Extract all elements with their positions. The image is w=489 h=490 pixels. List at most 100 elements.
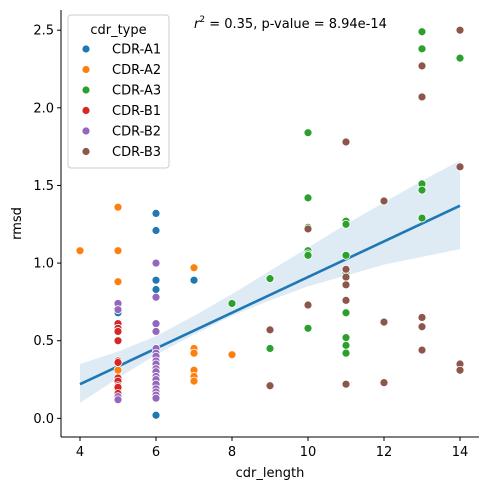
x-tick-label: 8 [228,445,236,460]
r-squared-annotation: r2 = 0.35, p-value = 8.94e-14 [194,15,387,32]
y-tick-label: 0.0 [33,412,54,427]
data-point [341,272,351,282]
data-point [341,348,351,358]
data-point [151,292,161,302]
data-point [379,196,389,206]
y-ticks: 0.0 0.5 1.0 1.5 2.0 2.5 [33,24,61,427]
data-point [113,277,123,287]
data-point [303,224,313,234]
y-tick-label: 1.5 [33,179,54,194]
data-point [75,246,85,256]
data-point [189,376,199,386]
data-point [151,226,161,235]
data-point [379,378,389,388]
r-exponent: 2 [199,15,205,25]
data-point [341,333,351,343]
legend-label: CDR-B1 [112,104,161,119]
data-point [113,358,123,367]
data-point [113,327,123,336]
x-tick-label: 12 [376,445,393,460]
data-point [379,317,389,327]
data-point [417,345,427,355]
legend-items: CDR-A1 CDR-A2 CDR-A3 CDR-B1 CDR-B2 CDR-B3 [81,43,161,160]
data-point [265,325,275,335]
data-point [151,319,161,329]
annotation-text: = 0.35, p-value = 8.94e-14 [205,17,387,32]
x-tick-label: 10 [300,445,317,460]
y-tick-label: 1.0 [33,257,54,272]
data-point [189,348,199,358]
data-point [341,264,351,274]
legend-label: CDR-A1 [112,43,161,58]
data-point [227,299,237,308]
y-tick-label: 2.0 [33,101,54,116]
data-point [341,219,351,229]
data-point [341,250,351,260]
data-point [151,258,161,268]
x-tick-label: 6 [152,445,160,460]
data-point [113,202,123,212]
data-point [303,323,313,333]
data-point [151,393,161,403]
data-point [341,340,351,350]
data-point [455,162,465,172]
legend-marker [81,106,91,115]
data-point [341,137,351,147]
legend-marker [81,126,91,136]
data-point [417,185,427,195]
data-point [113,365,123,375]
data-point [455,25,465,35]
points-layer [75,25,465,420]
data-point [417,213,427,223]
legend-label: CDR-B3 [112,145,161,160]
regression-line-layer [79,204,461,386]
legend-label: CDR-B2 [112,125,161,140]
legend-title: cdr_type [90,23,146,38]
data-point [455,53,465,63]
x-axis-label: cdr_length [236,466,305,481]
data-point [113,305,123,315]
legend-marker [81,44,91,54]
x-tick-label: 14 [452,445,469,460]
data-point [265,381,275,391]
data-point [151,275,161,285]
data-point [189,263,199,273]
legend-marker [81,65,91,74]
data-point [417,27,427,37]
data-point [113,246,123,256]
data-point [341,308,351,318]
data-point [265,344,275,353]
data-point [341,379,351,389]
legend-box [67,14,170,169]
data-point [303,193,313,203]
data-point [151,410,161,420]
data-point [341,280,351,290]
data-point [265,274,275,284]
data-point [227,350,237,360]
regression-line [79,204,461,386]
data-point [303,300,313,310]
data-point [189,275,199,285]
data-point [151,209,161,218]
y-axis-label: rmsd [10,207,25,240]
data-point [417,61,427,71]
legend-label: CDR-A2 [112,63,161,78]
y-tick-label: 2.5 [33,24,54,39]
legend-label: CDR-A3 [112,84,161,99]
data-point [455,365,465,375]
legend-marker [81,147,91,156]
x-ticks: 4 6 8 10 12 14 [76,437,468,460]
r-symbol: r [194,17,201,32]
data-point [303,250,313,260]
data-point [341,295,351,305]
legend-marker [81,85,91,95]
data-point [303,128,313,138]
y-tick-label: 0.5 [33,334,54,349]
data-point [113,336,123,346]
data-point [417,313,427,322]
data-point [151,285,161,294]
data-point [113,395,123,405]
x-tick-label: 4 [76,445,84,460]
